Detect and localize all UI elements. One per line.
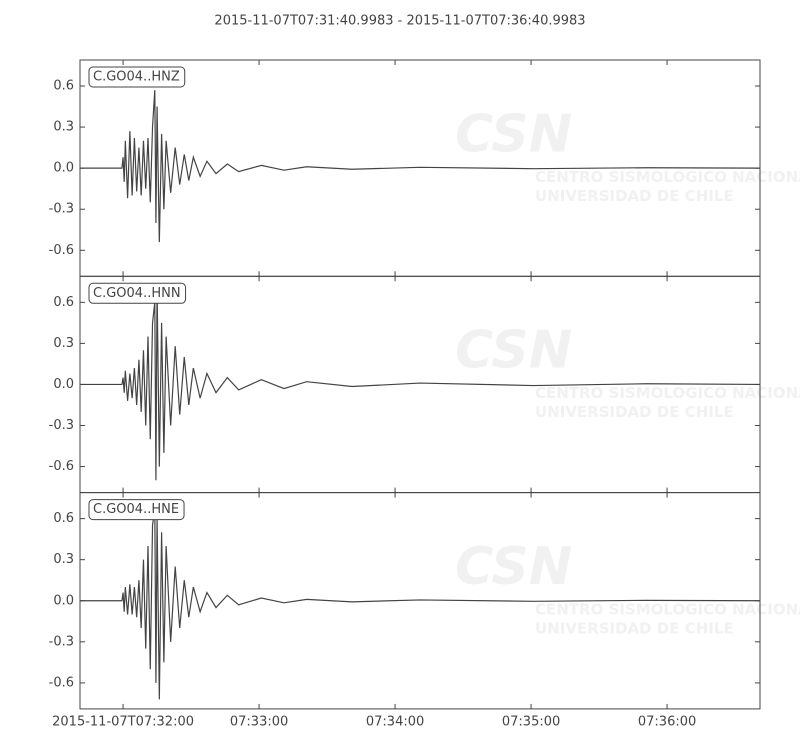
waveform — [80, 507, 761, 700]
y-tick-label: 0.3 — [53, 552, 74, 567]
watermark-line: UNIVERSIDAD DE CHILE — [535, 187, 734, 205]
y-tick-label: -0.3 — [49, 634, 74, 649]
y-tick-label: 0.6 — [53, 511, 74, 526]
watermark-line: CENTRO SISMOLOGICO NACIONAL — [535, 600, 800, 618]
x-tick-label: 07:35:00 — [502, 714, 560, 729]
watermark-line: UNIVERSIDAD DE CHILE — [535, 619, 734, 637]
watermark-logo: CSN — [455, 104, 572, 164]
y-tick-label: -0.6 — [49, 675, 74, 690]
watermark-line: CENTRO SISMOLOGICO NACIONAL — [535, 384, 800, 402]
watermark-logo: CSN — [455, 321, 572, 381]
y-tick-label: 0.3 — [53, 120, 74, 135]
y-tick-label: 0.6 — [53, 79, 74, 94]
y-tick-label: -0.3 — [49, 418, 74, 433]
chart-title: 2015-11-07T07:31:40.9983 - 2015-11-07T07… — [214, 14, 585, 29]
watermark-line: UNIVERSIDAD DE CHILE — [535, 403, 734, 421]
y-tick-label: 0.0 — [53, 593, 74, 608]
y-tick-label: 0.0 — [53, 377, 74, 392]
y-tick-label: -0.6 — [49, 459, 74, 474]
y-tick-label: 0.3 — [53, 336, 74, 351]
y-tick-label: -0.6 — [49, 243, 74, 258]
trace-label: C.GO04..HNZ — [93, 70, 180, 85]
x-tick-label: 07:34:00 — [366, 714, 424, 729]
x-tick-label: 2015-11-07T07:32:00 — [52, 714, 194, 729]
x-tick-label: 07:33:00 — [230, 714, 288, 729]
waveform — [80, 285, 761, 481]
x-tick-label: 07:36:00 — [638, 714, 696, 729]
trace-label-box — [88, 282, 187, 304]
trace-label: C.GO04..HNN — [93, 286, 181, 301]
watermark-line: CENTRO SISMOLOGICO NACIONAL — [535, 168, 800, 186]
waveform — [80, 90, 761, 243]
trace-label-box — [88, 66, 186, 88]
watermark-logo: CSN — [455, 537, 572, 597]
y-tick-label: 0.6 — [53, 295, 74, 310]
trace-label-box — [88, 499, 185, 521]
y-tick-label: 0.0 — [53, 161, 74, 176]
trace-label: C.GO04..HNE — [93, 502, 179, 517]
y-tick-label: -0.3 — [49, 202, 74, 217]
